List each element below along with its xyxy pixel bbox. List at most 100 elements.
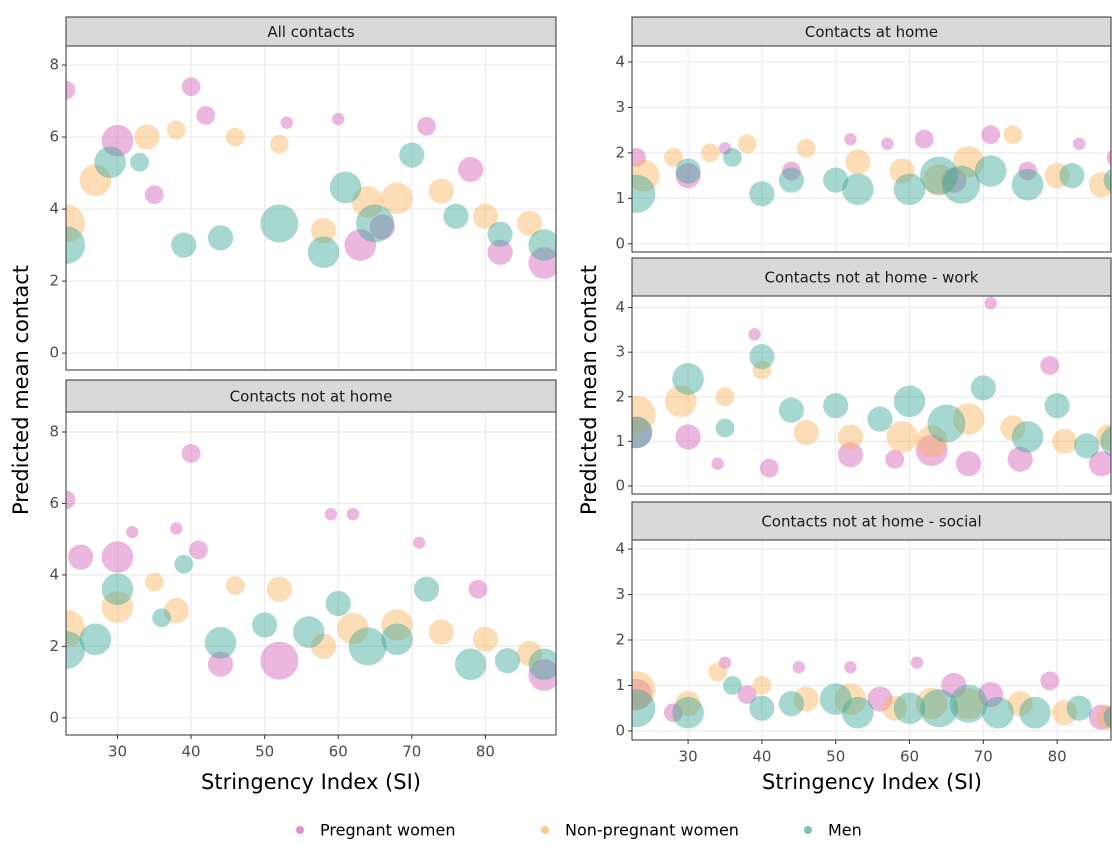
- points: [632, 296, 1111, 478]
- legend-key: [804, 826, 812, 834]
- legend-label: Pregnant women: [320, 821, 455, 840]
- point: [970, 375, 996, 401]
- x-tick-label: 80: [476, 743, 495, 761]
- point: [1103, 168, 1111, 192]
- point: [632, 678, 653, 711]
- y-tick-label: 8: [49, 423, 59, 441]
- point: [837, 442, 864, 468]
- y-tick-label: 4: [49, 565, 59, 583]
- point: [632, 174, 656, 213]
- y-tick-label: 0: [615, 476, 625, 494]
- point: [144, 185, 164, 205]
- point: [269, 134, 289, 154]
- point: [528, 659, 556, 691]
- point: [101, 591, 134, 623]
- point: [1088, 172, 1111, 198]
- point: [844, 661, 857, 674]
- point: [189, 540, 208, 560]
- point: [915, 687, 948, 720]
- point: [952, 687, 985, 720]
- point: [369, 214, 395, 240]
- strip-title: Contacts not at home: [230, 388, 393, 406]
- point: [715, 387, 735, 407]
- point: [528, 229, 556, 261]
- point: [796, 138, 816, 158]
- points: [66, 77, 556, 279]
- point: [748, 328, 761, 341]
- y-tick-label: 2: [615, 387, 625, 405]
- point: [516, 210, 543, 237]
- strip-title: Contacts not at home - work: [765, 269, 979, 287]
- point: [845, 149, 871, 175]
- x-tick-label: 40: [752, 748, 771, 766]
- point: [381, 623, 413, 656]
- strip-title: All contacts: [267, 23, 354, 41]
- strip: [631, 16, 1112, 47]
- point: [759, 458, 779, 478]
- point: [749, 695, 775, 721]
- y-tick-label: 4: [49, 200, 59, 218]
- point: [348, 627, 387, 666]
- point: [941, 167, 967, 193]
- point: [1019, 696, 1051, 729]
- point: [413, 576, 440, 602]
- plot-background: [632, 296, 1111, 494]
- point: [889, 158, 915, 184]
- point: [1103, 705, 1111, 729]
- legend-key: [296, 826, 304, 834]
- point: [280, 116, 293, 129]
- point: [910, 656, 924, 669]
- point: [1106, 149, 1111, 166]
- point: [1011, 421, 1044, 453]
- y-tick-label: 1: [615, 676, 625, 694]
- point: [942, 165, 981, 204]
- point: [927, 404, 966, 443]
- x-tick-label: 40: [182, 743, 201, 761]
- point: [700, 143, 720, 163]
- point: [718, 656, 732, 669]
- point: [749, 344, 775, 370]
- point: [66, 80, 76, 100]
- point: [949, 684, 988, 723]
- x-tick-label: 60: [900, 748, 919, 766]
- point: [881, 137, 894, 150]
- point: [915, 425, 948, 458]
- point: [399, 142, 425, 168]
- point: [844, 133, 857, 146]
- point: [1040, 671, 1060, 691]
- point: [632, 159, 660, 192]
- point: [126, 525, 139, 539]
- point: [344, 229, 377, 261]
- y-axis-title: Predicted mean contact: [577, 265, 601, 515]
- point: [819, 683, 852, 715]
- y-tick-label: 0: [615, 234, 625, 252]
- point: [722, 148, 742, 167]
- points: [632, 656, 1111, 730]
- point: [472, 626, 498, 652]
- point: [66, 226, 85, 265]
- point: [1059, 163, 1085, 189]
- point: [443, 203, 469, 229]
- point: [793, 419, 819, 446]
- point: [1066, 695, 1092, 721]
- point: [663, 703, 683, 723]
- x-tick-label: 50: [826, 748, 845, 766]
- point: [749, 181, 775, 207]
- point: [834, 683, 867, 715]
- point: [174, 554, 194, 574]
- point: [708, 662, 728, 682]
- point: [207, 651, 234, 677]
- y-tick-label: 6: [49, 494, 59, 512]
- point: [778, 397, 805, 423]
- point: [324, 507, 338, 521]
- y-tick-label: 6: [49, 128, 59, 146]
- point: [468, 579, 488, 599]
- y-tick-label: 3: [615, 585, 625, 603]
- point: [516, 640, 543, 667]
- strip-title: Contacts not at home - social: [761, 513, 981, 531]
- y-tick-label: 2: [615, 143, 625, 161]
- point: [675, 163, 701, 189]
- point: [79, 164, 112, 197]
